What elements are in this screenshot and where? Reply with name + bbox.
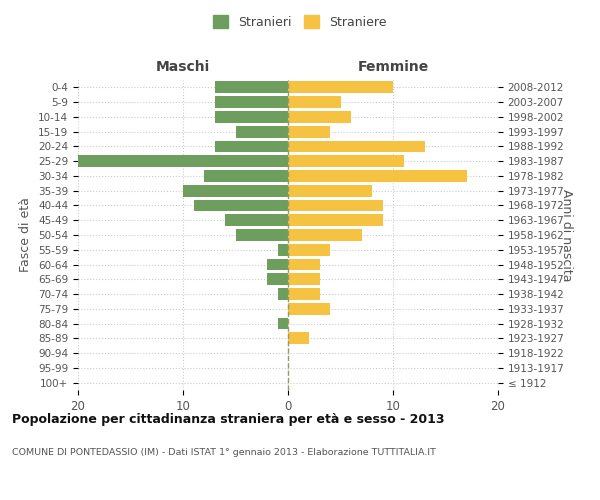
Bar xyxy=(288,170,467,182)
Bar xyxy=(288,288,320,300)
Y-axis label: Anni di nascita: Anni di nascita xyxy=(560,188,573,281)
Bar xyxy=(288,82,393,94)
Y-axis label: Fasce di età: Fasce di età xyxy=(19,198,32,272)
Text: COMUNE DI PONTEDASSIO (IM) - Dati ISTAT 1° gennaio 2013 - Elaborazione TUTTITALI: COMUNE DI PONTEDASSIO (IM) - Dati ISTAT … xyxy=(12,448,436,457)
Bar xyxy=(267,258,288,270)
Bar xyxy=(288,156,404,167)
Bar xyxy=(267,274,288,285)
Text: Maschi: Maschi xyxy=(156,60,210,74)
Bar xyxy=(288,214,383,226)
Bar xyxy=(215,82,288,94)
Bar xyxy=(235,126,288,138)
Bar xyxy=(215,140,288,152)
Bar xyxy=(277,244,288,256)
Bar xyxy=(288,303,330,314)
Legend: Stranieri, Straniere: Stranieri, Straniere xyxy=(209,11,391,32)
Bar xyxy=(215,96,288,108)
Bar xyxy=(288,229,361,241)
Bar xyxy=(288,96,341,108)
Bar xyxy=(204,170,288,182)
Bar xyxy=(277,318,288,330)
Bar xyxy=(288,126,330,138)
Bar xyxy=(235,229,288,241)
Text: Popolazione per cittadinanza straniera per età e sesso - 2013: Popolazione per cittadinanza straniera p… xyxy=(12,412,445,426)
Bar xyxy=(288,185,372,196)
Bar xyxy=(277,288,288,300)
Bar xyxy=(288,111,351,123)
Bar xyxy=(67,156,288,167)
Bar xyxy=(183,185,288,196)
Bar xyxy=(288,332,309,344)
Bar xyxy=(225,214,288,226)
Bar xyxy=(288,258,320,270)
Text: Femmine: Femmine xyxy=(358,60,428,74)
Bar xyxy=(288,274,320,285)
Bar xyxy=(215,111,288,123)
Bar xyxy=(193,200,288,211)
Bar xyxy=(288,244,330,256)
Bar xyxy=(288,140,425,152)
Bar xyxy=(288,200,383,211)
